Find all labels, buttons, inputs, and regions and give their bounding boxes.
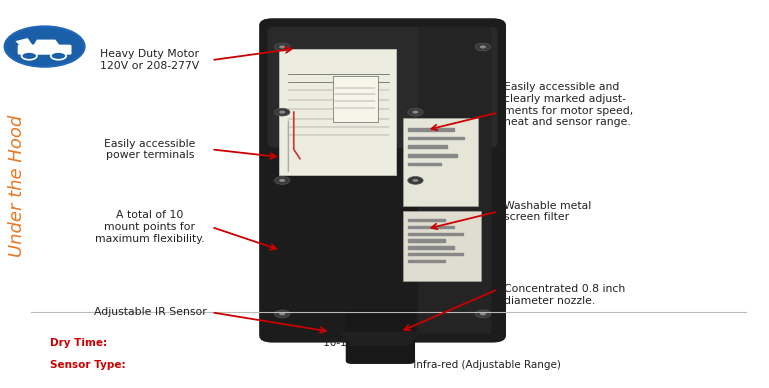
Circle shape [275,108,290,116]
Bar [408,137,464,139]
Circle shape [279,312,285,315]
Circle shape [275,310,290,318]
Text: Easily accessible and
clearly marked adjust-
ments for motor speed,
heat and sen: Easily accessible and clearly marked adj… [504,82,633,127]
Text: Washable metal
screen filter: Washable metal screen filter [504,201,591,222]
Circle shape [279,179,285,182]
Bar [408,154,457,157]
Circle shape [408,177,423,184]
Bar [408,128,454,131]
FancyBboxPatch shape [418,27,491,334]
Text: A total of 10
mount points for
maximum flexibility.: A total of 10 mount points for maximum f… [95,210,205,244]
Circle shape [22,52,37,60]
Bar [408,219,444,221]
Bar [408,246,454,249]
Bar [408,239,444,242]
Bar [408,260,444,262]
Text: Adjustable IR Sensor: Adjustable IR Sensor [94,307,206,317]
Text: Concentrated 0.8 inch
diameter nozzle.: Concentrated 0.8 inch diameter nozzle. [504,284,625,306]
Bar [408,146,448,148]
Text: Dry Time:: Dry Time: [50,338,107,348]
Circle shape [480,312,486,315]
FancyBboxPatch shape [268,27,498,148]
Text: 10-12 Seconds: 10-12 Seconds [320,338,414,348]
Circle shape [51,52,66,60]
Circle shape [5,26,85,67]
FancyBboxPatch shape [333,76,378,121]
Text: Heavy Duty Motor
120V or 208-277V: Heavy Duty Motor 120V or 208-277V [100,49,200,71]
Bar [408,163,441,165]
FancyBboxPatch shape [279,49,396,175]
Polygon shape [33,40,60,46]
Circle shape [279,111,285,114]
Circle shape [475,43,491,51]
Circle shape [275,43,290,51]
Polygon shape [339,332,422,345]
Circle shape [275,177,290,184]
Text: Sensor Type:: Sensor Type: [50,360,125,370]
Bar [408,253,463,255]
Text: Infra-red (Adjustable Range): Infra-red (Adjustable Range) [410,360,574,370]
Text: Under the Hood: Under the Hood [8,115,26,257]
Circle shape [279,45,285,48]
Circle shape [480,45,486,48]
Circle shape [412,111,418,114]
Circle shape [412,179,418,182]
FancyBboxPatch shape [403,118,478,206]
Polygon shape [15,38,33,46]
Text: Easily accessible
power terminals: Easily accessible power terminals [105,139,195,160]
Circle shape [475,310,491,318]
Bar [408,226,454,228]
FancyBboxPatch shape [346,310,415,364]
FancyBboxPatch shape [403,211,481,281]
FancyBboxPatch shape [18,45,72,55]
Circle shape [408,108,423,116]
FancyBboxPatch shape [259,18,506,343]
Bar [408,232,463,235]
